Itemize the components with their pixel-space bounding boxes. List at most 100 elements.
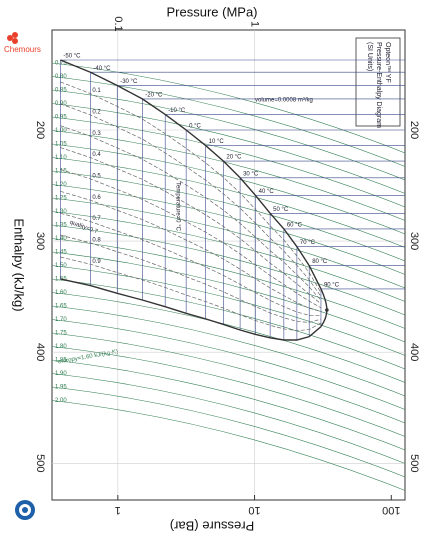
entropy-label: 1.40 <box>55 236 67 242</box>
entropy-label: 1.15 <box>55 169 67 175</box>
quality-label: 0.9 <box>92 259 101 265</box>
entropy-line <box>51 319 406 410</box>
y-tick-label: 200 <box>34 121 46 139</box>
quality-label: 0.5 <box>92 173 101 179</box>
quality-line <box>60 147 322 305</box>
entropy-line <box>51 157 406 248</box>
temperature-label: 50 °C <box>273 207 289 213</box>
temperature-label: -10 °C <box>168 108 186 114</box>
y-axis-title: Enthalpy (kJ/kg) <box>12 218 27 311</box>
x-tick-label: 0.1 <box>112 16 124 31</box>
quality-line <box>60 103 322 297</box>
title: Opteon™ YF <box>384 42 391 83</box>
entropy-line <box>51 332 406 424</box>
x2-axis-title: Pressure (Bar) <box>170 519 255 534</box>
temperature-label: 30 °C <box>243 171 259 177</box>
y-tick-label: 500 <box>34 454 46 472</box>
saturated-vapor-line <box>60 278 322 341</box>
temperature-label: 20 °C <box>226 155 242 161</box>
entropy-line <box>51 292 406 383</box>
entropy-line <box>51 76 406 167</box>
x2-tick-label: 1 <box>115 504 121 516</box>
entropy-label: 0.75 <box>55 61 67 67</box>
y-tick-label: 200 <box>408 121 420 139</box>
y-tick-label: 300 <box>408 232 420 250</box>
entropy-line <box>51 400 406 491</box>
x-axis-title: Pressure (MPa) <box>166 4 257 19</box>
temperature-label: -40 °C <box>93 66 111 72</box>
temperature-label: 10 °C <box>209 139 225 145</box>
quality-label: 0.6 <box>92 195 101 201</box>
quality-label: 0.8 <box>92 237 101 243</box>
temperature-label: -50 °C <box>63 54 81 60</box>
x2-tick-label: 100 <box>382 504 400 516</box>
entropy-line <box>51 143 406 235</box>
entropy-label: 1.25 <box>55 196 67 202</box>
entropy-line <box>51 224 406 316</box>
saturated-liquid-line <box>60 59 322 290</box>
quality-label: 0.2 <box>92 109 101 115</box>
plot-frame <box>51 29 406 501</box>
entropy-label: 1.65 <box>55 304 67 310</box>
entropy-label: 1.95 <box>55 385 67 391</box>
entropy-line <box>51 211 406 302</box>
annotation: Temperature=0 °C <box>174 182 180 232</box>
entropy-line <box>51 386 406 478</box>
entropy-line <box>51 373 406 464</box>
entropy-label: 1.60 <box>55 290 67 296</box>
entropy-line <box>51 130 406 221</box>
entropy-line <box>51 103 406 194</box>
y-tick-label: 400 <box>34 343 46 361</box>
temperature-label: -20 °C <box>145 92 163 98</box>
entropy-line <box>51 305 406 397</box>
entropy-label: 1.70 <box>55 317 67 323</box>
entropy-label: 0.85 <box>55 88 67 94</box>
entropy-label: 1.90 <box>55 371 67 377</box>
quality-label: 0.7 <box>92 216 101 222</box>
quality-line <box>60 256 322 332</box>
temperature-label: 40 °C <box>259 189 275 195</box>
title-box: Opteon™ YF Pressure-Enthalpy Diagram (SI… <box>355 37 401 128</box>
temperature-label: -30 °C <box>120 79 138 85</box>
temperature-label: 90 °C <box>324 282 340 288</box>
entropy-line <box>51 238 406 329</box>
entropy-label: 1.50 <box>55 263 67 269</box>
quality-label: 0.1 <box>92 88 101 94</box>
quality-line <box>60 190 322 312</box>
entropy-label: 1.30 <box>55 209 67 215</box>
entropy-line <box>51 170 406 262</box>
subtitle: Pressure-Enthalpy Diagram <box>375 42 382 128</box>
annotation: volume=0.0008 m³/kg <box>255 98 313 104</box>
quality-label: 0.3 <box>92 131 101 137</box>
temperature-label: 60 °C <box>287 222 303 228</box>
x-tick-label: 1 <box>249 21 261 27</box>
entropy-line <box>51 278 406 370</box>
quality-line <box>60 234 322 323</box>
entropy-line <box>51 184 406 275</box>
brand-logo: Chemours <box>4 32 41 54</box>
critical-point <box>325 308 329 312</box>
entropy-label: 1.00 <box>55 128 67 134</box>
entropy-line <box>51 265 406 356</box>
bottom-icon <box>15 500 35 520</box>
temperature-label: 0 °C <box>189 124 201 130</box>
brand-name: Chemours <box>4 45 41 54</box>
entropy-line <box>51 62 406 154</box>
y-tick-label: 400 <box>408 343 420 361</box>
entropy-line <box>51 346 406 437</box>
entropy-label: 1.85 <box>55 358 67 364</box>
entropy-label: 1.80 <box>55 344 67 350</box>
entropy-line <box>51 359 406 451</box>
y-tick-label: 500 <box>408 454 420 472</box>
entropy-label: 1.20 <box>55 182 67 188</box>
entropy-line <box>51 89 406 181</box>
y-tick-label: 300 <box>34 232 46 250</box>
entropy-label: 0.80 <box>55 74 67 80</box>
entropy-label: 2.00 <box>55 398 67 404</box>
quality-label: 0.4 <box>92 152 101 158</box>
quality-line <box>60 212 321 316</box>
entropy-label: 1.75 <box>55 331 67 337</box>
entropy-label: 1.05 <box>55 142 67 148</box>
quality-line <box>60 169 322 309</box>
